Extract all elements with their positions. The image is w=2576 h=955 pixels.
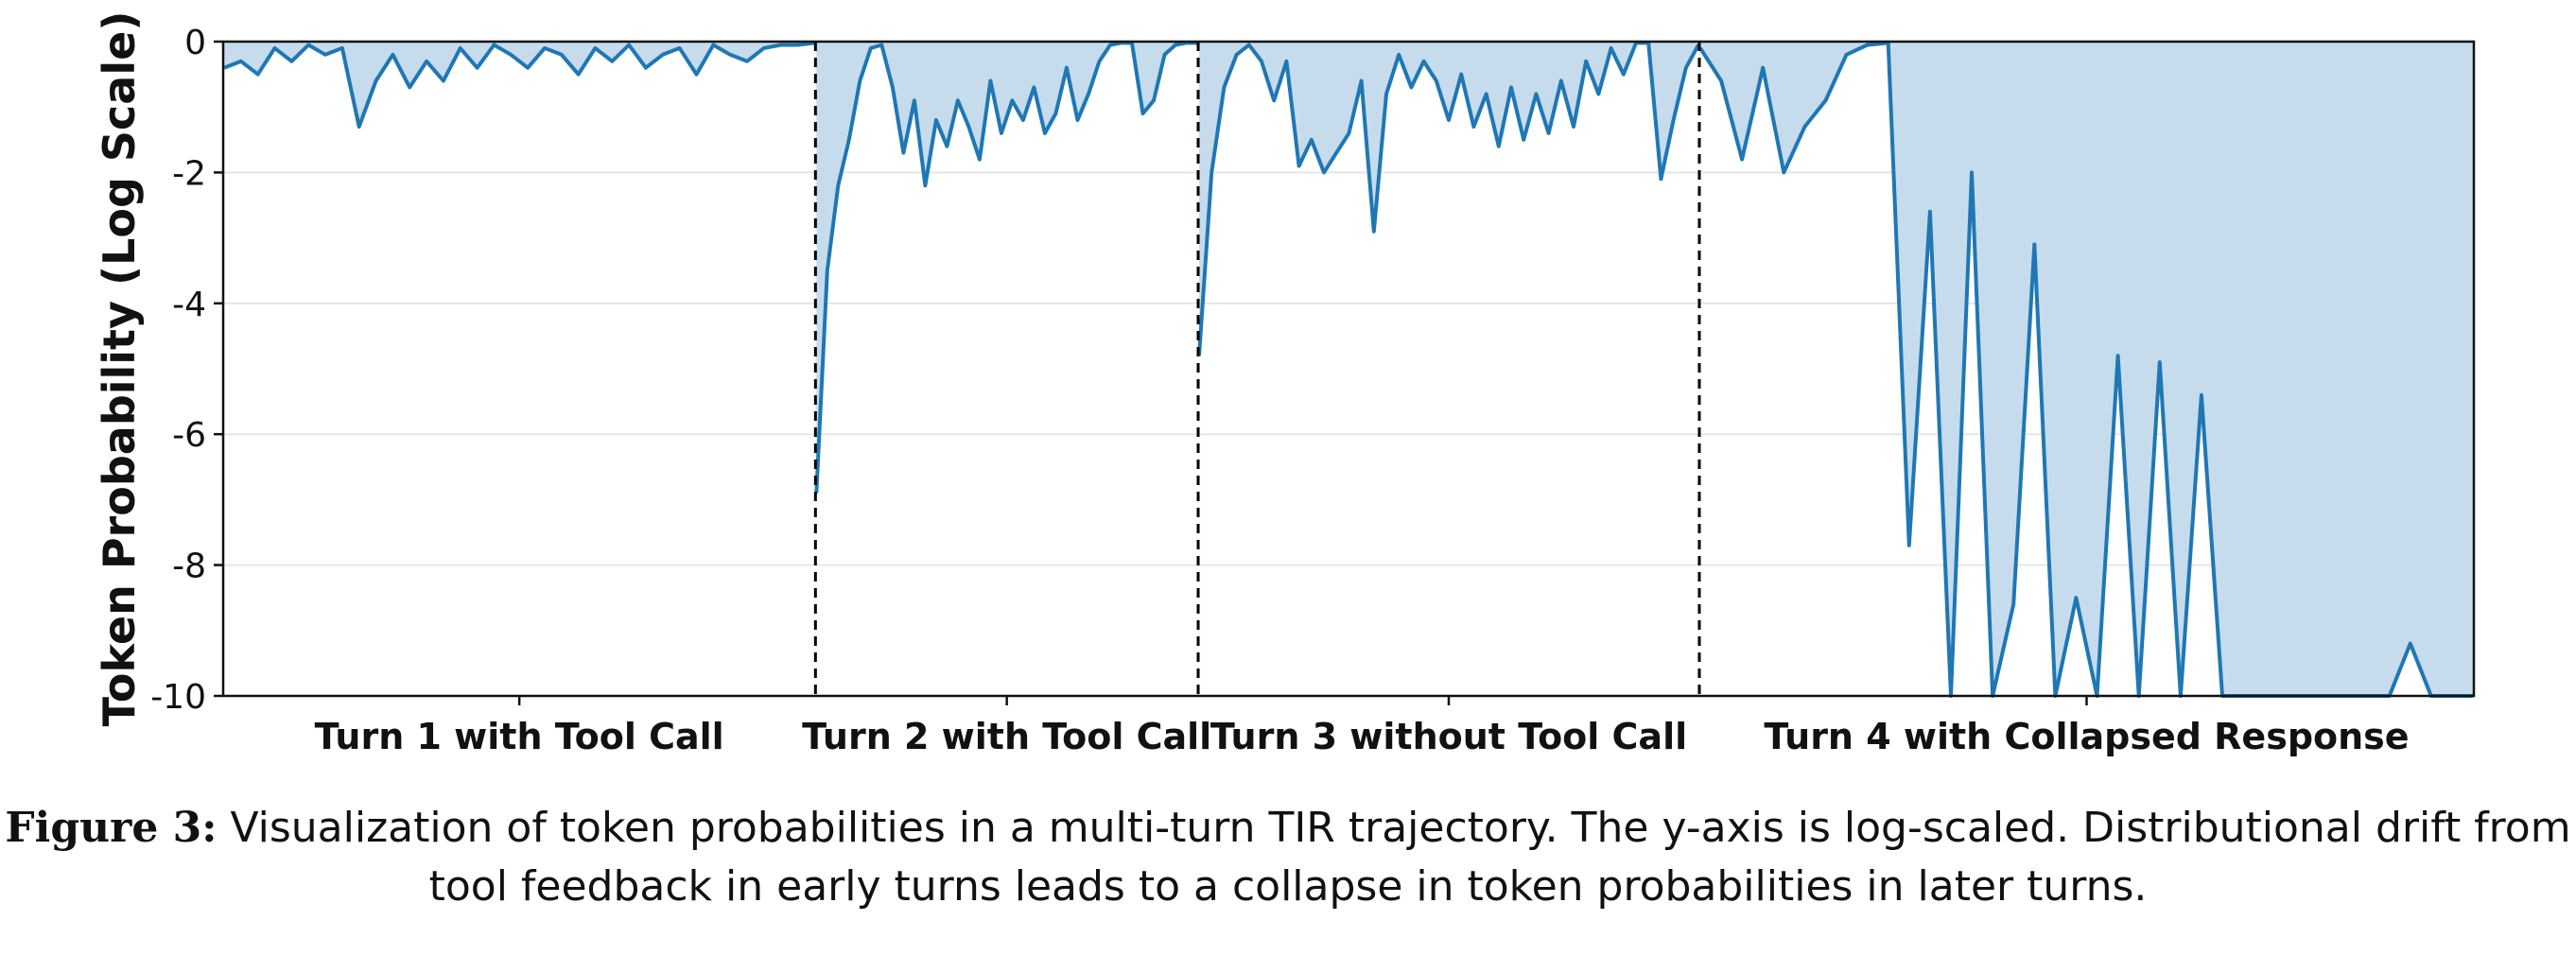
x-axis-ticks: Turn 1 with Tool Call Turn 2 with Tool Ca… <box>315 696 2410 757</box>
y-tick-label: -6 <box>172 416 206 455</box>
series-line-turn-2 <box>814 41 1197 494</box>
area-fill-turn-4 <box>1700 42 2473 696</box>
series-line-turn-3 <box>1197 41 1700 356</box>
y-tick-label: -10 <box>150 678 206 717</box>
x-tick-label: Turn 3 without Tool Call <box>1210 716 1687 757</box>
area-fill <box>224 42 2473 696</box>
y-tick-label: -8 <box>172 547 206 586</box>
figure-caption: Figure 3: Visualization of token probabi… <box>0 799 2576 916</box>
plot-frame <box>221 40 2476 698</box>
series-line-turn-1 <box>223 41 815 129</box>
x-tick-label: Turn 4 with Collapsed Response <box>1764 716 2409 757</box>
x-tick-label: Turn 1 with Tool Call <box>315 716 724 757</box>
figure-label: Figure 3: <box>5 804 218 852</box>
turn-dividers <box>813 42 1701 696</box>
area-fill-turn-2 <box>816 42 1197 494</box>
y-tick-label: -4 <box>172 286 206 324</box>
token-probability-chart: 0 -2 -4 -6 -8 -10 Turn 1 with Tool Call Turn 2… <box>94 11 2476 757</box>
figure-caption-text: Visualization of token probabilities in … <box>230 804 2571 911</box>
y-tick-label: -2 <box>172 154 206 193</box>
y-axis-ticks: 0 -2 -4 -6 -8 -10 <box>150 24 223 717</box>
area-fill-turn-1 <box>224 42 815 127</box>
y-tick-label: 0 <box>184 24 206 62</box>
y-axis-title: Token Probability (Log Scale) <box>94 11 145 727</box>
x-tick-label: Turn 2 with Tool Call <box>802 716 1211 757</box>
area-fill-turn-3 <box>1199 42 1698 356</box>
